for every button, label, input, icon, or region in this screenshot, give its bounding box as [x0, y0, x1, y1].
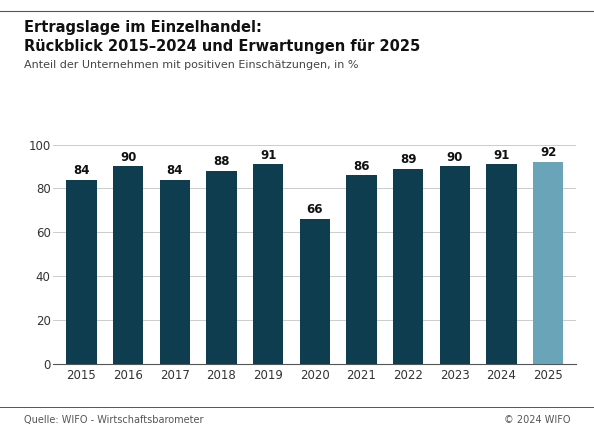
Text: 84: 84 [73, 164, 90, 177]
Text: 90: 90 [447, 151, 463, 164]
Bar [67, 180, 97, 364]
Bar [160, 180, 190, 364]
Bar [299, 219, 330, 364]
Text: Anteil der Unternehmen mit positiven Einschätzungen, in %: Anteil der Unternehmen mit positiven Ein… [24, 60, 358, 71]
Text: Quelle: WIFO - Wirtschaftsbarometer: Quelle: WIFO - Wirtschaftsbarometer [24, 415, 203, 425]
Text: 91: 91 [494, 148, 510, 162]
Bar [440, 166, 470, 364]
Bar [113, 166, 143, 364]
Text: 91: 91 [260, 148, 276, 162]
Bar [346, 175, 377, 364]
Text: 90: 90 [120, 151, 136, 164]
Text: © 2024 WIFO: © 2024 WIFO [504, 415, 570, 425]
Text: 92: 92 [540, 146, 557, 159]
Bar [533, 162, 563, 364]
Text: 66: 66 [307, 203, 323, 216]
Bar [253, 164, 283, 364]
Bar [486, 164, 517, 364]
Bar [206, 171, 236, 364]
Text: Rückblick 2015–2024 und Erwartungen für 2025: Rückblick 2015–2024 und Erwartungen für … [24, 39, 420, 54]
Text: 84: 84 [166, 164, 183, 177]
Bar [393, 169, 424, 364]
Text: Ertragslage im Einzelhandel:: Ertragslage im Einzelhandel: [24, 20, 261, 35]
Text: 89: 89 [400, 153, 416, 166]
Text: 86: 86 [353, 159, 369, 173]
Text: 88: 88 [213, 155, 230, 168]
